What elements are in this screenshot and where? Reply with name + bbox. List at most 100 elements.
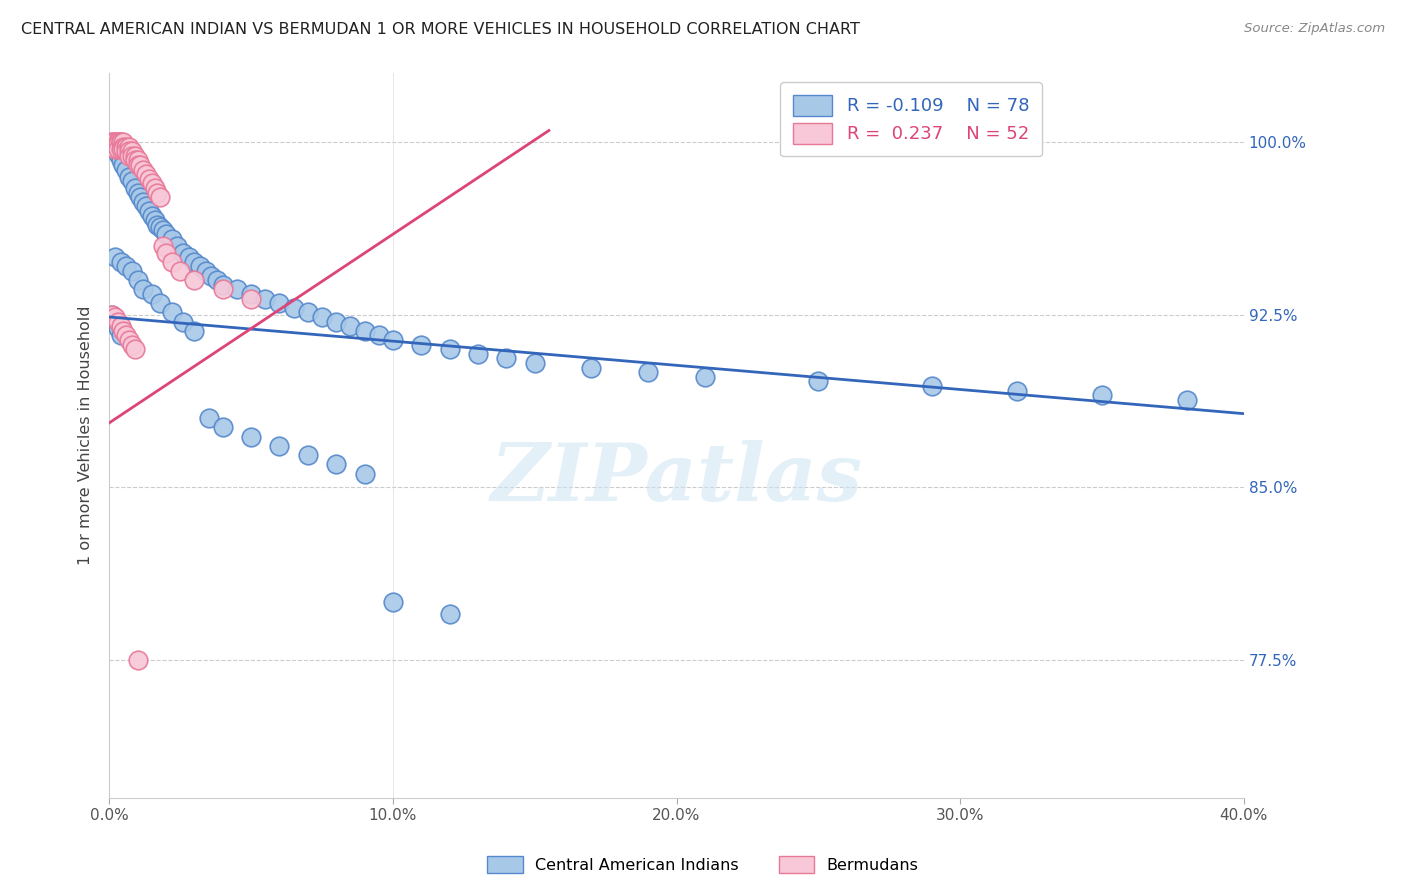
Point — [495, 351, 517, 366]
Point — [581, 360, 603, 375]
Point — [143, 181, 166, 195]
Point — [118, 139, 141, 153]
Point — [138, 204, 160, 219]
Point — [166, 238, 188, 252]
Point — [381, 333, 404, 347]
Point — [118, 333, 141, 347]
Point — [112, 139, 135, 153]
Point — [101, 308, 124, 322]
Point — [152, 238, 174, 252]
Point — [101, 135, 124, 149]
Point — [107, 135, 129, 149]
Point — [101, 135, 124, 149]
Point — [197, 411, 219, 425]
Point — [115, 260, 138, 274]
Point — [107, 146, 129, 161]
Point — [129, 190, 152, 204]
Point — [225, 282, 247, 296]
Point — [160, 232, 183, 246]
Point — [240, 292, 263, 306]
Point — [254, 292, 277, 306]
Point — [107, 135, 129, 149]
Point — [693, 369, 716, 384]
Point — [115, 145, 138, 159]
Point — [124, 153, 146, 168]
Point — [121, 337, 143, 351]
Point — [523, 356, 546, 370]
Point — [104, 142, 127, 156]
Point — [104, 310, 127, 324]
Legend: Central American Indians, Bermudans: Central American Indians, Bermudans — [481, 849, 925, 880]
Point — [177, 250, 200, 264]
Point — [107, 142, 129, 156]
Point — [138, 172, 160, 186]
Point — [132, 162, 155, 177]
Point — [155, 245, 177, 260]
Point — [183, 254, 205, 268]
Point — [118, 149, 141, 163]
Point — [160, 254, 183, 268]
Point — [118, 169, 141, 184]
Point — [160, 305, 183, 319]
Point — [297, 305, 319, 319]
Point — [297, 448, 319, 462]
Point — [124, 149, 146, 163]
Point — [1005, 384, 1028, 398]
Point — [107, 321, 129, 335]
Point — [107, 315, 129, 329]
Point — [1175, 392, 1198, 407]
Point — [194, 264, 217, 278]
Point — [110, 135, 132, 149]
Point — [112, 324, 135, 338]
Point — [269, 296, 291, 310]
Point — [110, 254, 132, 268]
Point — [115, 328, 138, 343]
Point — [152, 222, 174, 236]
Point — [132, 282, 155, 296]
Point — [439, 607, 461, 621]
Point — [101, 139, 124, 153]
Point — [101, 308, 124, 322]
Point — [121, 149, 143, 163]
Y-axis label: 1 or more Vehicles in Household: 1 or more Vehicles in Household — [79, 306, 93, 566]
Point — [104, 250, 127, 264]
Point — [121, 174, 143, 188]
Point — [124, 181, 146, 195]
Point — [311, 310, 333, 324]
Point — [121, 145, 143, 159]
Point — [135, 199, 157, 213]
Point — [467, 347, 489, 361]
Point — [112, 135, 135, 149]
Point — [411, 337, 433, 351]
Point — [200, 268, 222, 283]
Point — [367, 328, 389, 343]
Point — [143, 213, 166, 227]
Point — [155, 227, 177, 241]
Point — [121, 264, 143, 278]
Point — [205, 273, 228, 287]
Point — [183, 273, 205, 287]
Point — [353, 324, 375, 338]
Point — [381, 595, 404, 609]
Point — [112, 142, 135, 156]
Point — [129, 158, 152, 172]
Point — [149, 190, 172, 204]
Point — [107, 137, 129, 152]
Point — [110, 142, 132, 156]
Point — [283, 301, 305, 315]
Point — [240, 430, 263, 444]
Point — [353, 467, 375, 481]
Point — [118, 145, 141, 159]
Point — [172, 315, 194, 329]
Point — [325, 315, 347, 329]
Point — [124, 342, 146, 356]
Point — [211, 277, 233, 292]
Point — [439, 342, 461, 356]
Point — [211, 282, 233, 296]
Point — [110, 135, 132, 149]
Point — [269, 439, 291, 453]
Point — [183, 324, 205, 338]
Point — [149, 220, 172, 235]
Point — [115, 139, 138, 153]
Point — [127, 153, 149, 168]
